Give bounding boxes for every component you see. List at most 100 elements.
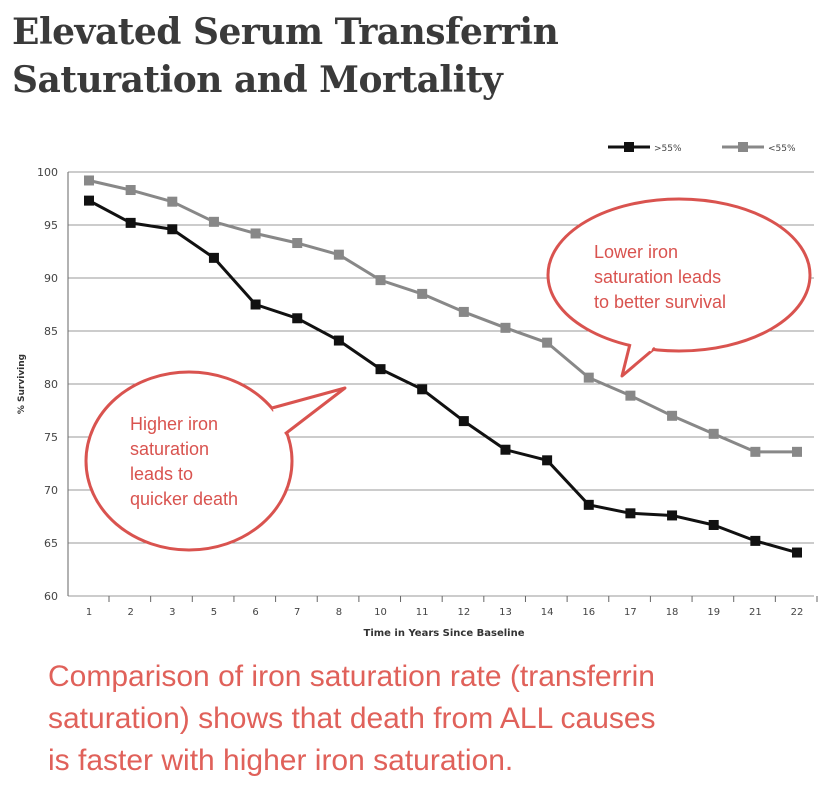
data-point <box>583 499 594 510</box>
x-axis-label: Time in Years Since Baseline <box>364 628 525 639</box>
data-point <box>208 252 219 263</box>
data-point <box>708 519 719 530</box>
callout-higher-line: leads to <box>130 464 194 484</box>
data-point <box>167 224 178 235</box>
callout-lower-line: saturation leads <box>594 267 722 287</box>
x-tick-label: 11 <box>416 607 429 618</box>
callout-tail <box>620 343 656 378</box>
data-point <box>542 455 553 466</box>
data-point <box>625 390 636 401</box>
data-point <box>375 275 386 286</box>
title-line-1: Elevated Serum Transferrin <box>12 11 559 53</box>
x-tick-label: 13 <box>499 607 512 618</box>
series-line <box>88 179 797 454</box>
callout-tail-mask <box>271 409 287 432</box>
data-point <box>750 446 761 457</box>
callout-higher-line: quicker death <box>130 489 239 509</box>
callout-tail <box>271 386 347 436</box>
y-tick-label: 80 <box>44 378 58 391</box>
data-point <box>667 510 678 521</box>
data-point <box>500 444 511 455</box>
callout-lower-line: to better survival <box>594 292 727 312</box>
data-point <box>375 364 386 375</box>
data-point <box>84 195 94 206</box>
y-tick-label: 100 <box>37 166 58 179</box>
data-point <box>500 322 511 333</box>
x-tick-label: 12 <box>457 607 470 618</box>
data-point <box>625 508 636 519</box>
x-tick-label: 16 <box>582 607 595 618</box>
y-tick-label: 95 <box>44 219 58 232</box>
x-tick-label: 5 <box>211 607 217 618</box>
data-point <box>583 372 594 383</box>
callout-bubble-lower <box>546 197 812 378</box>
data-point <box>167 196 178 207</box>
data-point <box>792 547 802 558</box>
x-tick-label: 22 <box>791 607 804 618</box>
data-point <box>125 217 136 228</box>
callout-higher-line: saturation <box>130 439 210 459</box>
chart-series <box>84 175 802 558</box>
callout-higher-text: Higher iron saturation leads to quicker … <box>130 412 290 512</box>
data-point <box>458 416 469 427</box>
x-tick-label: 1 <box>86 607 92 618</box>
data-point <box>292 238 303 249</box>
x-tick-label: 7 <box>294 607 300 618</box>
callout-bubble-higher <box>84 370 347 552</box>
page-title: Elevated Serum Transferrin Saturation an… <box>12 8 812 104</box>
series-line <box>88 199 798 554</box>
y-tick-label: 70 <box>44 484 58 497</box>
data-point <box>750 535 761 546</box>
data-point <box>458 306 469 317</box>
x-tick-label: 19 <box>707 607 720 618</box>
data-point <box>708 428 719 439</box>
y-tick-label: 90 <box>44 272 58 285</box>
title-line-2: Saturation and Mortality <box>12 59 503 101</box>
callout-ellipse <box>84 370 294 552</box>
y-axis-ticks: 60 65 70 75 80 85 90 95 100 % Surviving <box>17 166 58 603</box>
data-point <box>250 299 261 310</box>
callout-ellipse <box>546 197 812 353</box>
data-point <box>667 410 678 421</box>
x-tick-label: 21 <box>749 607 762 618</box>
y-tick-label: 75 <box>44 431 58 444</box>
data-point <box>792 446 802 457</box>
x-tick-label: 2 <box>127 607 133 618</box>
x-tick-label: 3 <box>169 607 175 618</box>
legend-marker <box>624 142 634 152</box>
data-point <box>125 185 136 196</box>
caption-line-1: Comparison of iron saturation rate (tran… <box>48 660 655 693</box>
data-point <box>417 288 428 299</box>
caption-line-2: saturation) shows that death from ALL ca… <box>48 702 656 735</box>
data-point <box>250 228 261 239</box>
data-point <box>84 175 94 186</box>
y-tick-label: 65 <box>44 537 58 550</box>
legend-label: >55% <box>654 144 682 154</box>
callout-higher-line: Higher iron <box>130 414 219 434</box>
y-tick-label: 85 <box>44 325 58 338</box>
data-point <box>333 335 344 346</box>
callout-tail-mask <box>631 339 653 352</box>
data-point <box>292 313 303 324</box>
data-point <box>542 337 553 348</box>
caption: Comparison of iron saturation rate (tran… <box>48 656 823 782</box>
callout-lower-line: Lower iron <box>594 242 679 262</box>
x-tick-label: 6 <box>252 607 258 618</box>
x-tick-label: 10 <box>374 607 387 618</box>
x-tick-label: 14 <box>541 607 554 618</box>
caption-line-3: is faster with higher iron saturation. <box>48 744 514 777</box>
data-point <box>333 249 344 260</box>
legend-label: <55% <box>768 144 796 154</box>
x-tick-label: 17 <box>624 607 637 618</box>
y-tick-label: 60 <box>44 590 58 603</box>
x-tick-label: 18 <box>666 607 679 618</box>
legend-marker <box>738 142 748 152</box>
data-point <box>208 216 219 227</box>
data-point <box>417 384 428 395</box>
callout-lower-text: Lower iron saturation leads to better su… <box>594 240 784 315</box>
x-tick-label: 8 <box>336 607 342 618</box>
chart-legend: >55% <55% <box>608 142 796 154</box>
y-axis-label: % Surviving <box>17 354 27 414</box>
